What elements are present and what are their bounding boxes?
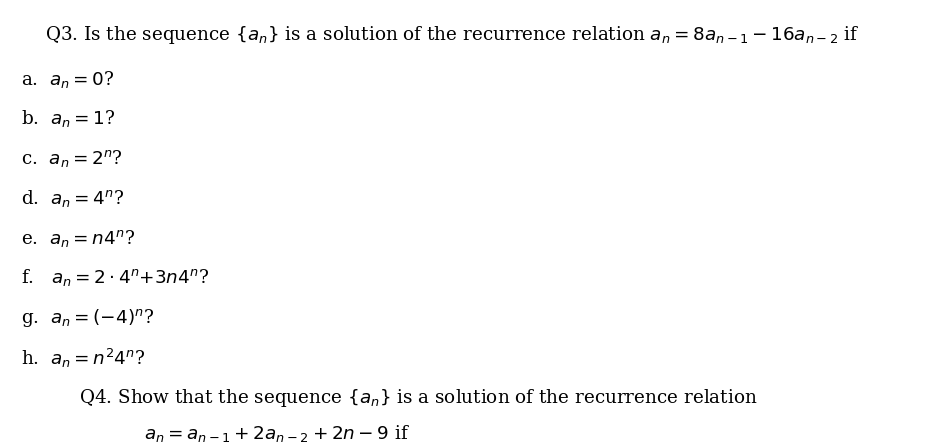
- Text: b.  $a_n = 1$?: b. $a_n = 1$?: [21, 108, 115, 130]
- Text: c.  $a_n = 2^n$?: c. $a_n = 2^n$?: [21, 148, 122, 169]
- Text: a.  $a_n = 0$?: a. $a_n = 0$?: [21, 69, 114, 90]
- Text: h.  $a_n = n^24^n$?: h. $a_n = n^24^n$?: [21, 347, 145, 370]
- Text: $a_n = a_{n-1} + 2a_{n-2} + 2n - 9$ if: $a_n = a_{n-1} + 2a_{n-2} + 2n - 9$ if: [144, 423, 411, 442]
- Text: Q3. Is the sequence $\{a_n\}$ is a solution of the recurrence relation $a_n = 8a: Q3. Is the sequence $\{a_n\}$ is a solut…: [45, 24, 859, 46]
- Text: d.  $a_n = 4^n$?: d. $a_n = 4^n$?: [21, 188, 124, 209]
- Text: g.  $a_n = (-4)^n$?: g. $a_n = (-4)^n$?: [21, 307, 154, 329]
- Text: f.   $a_n = 2 \cdot 4^n{+}3n4^n$?: f. $a_n = 2 \cdot 4^n{+}3n4^n$?: [21, 267, 209, 289]
- Text: Q4. Show that the sequence $\{a_n\}$ is a solution of the recurrence relation: Q4. Show that the sequence $\{a_n\}$ is …: [79, 387, 758, 409]
- Text: e.  $a_n = n4^n$?: e. $a_n = n4^n$?: [21, 228, 134, 249]
